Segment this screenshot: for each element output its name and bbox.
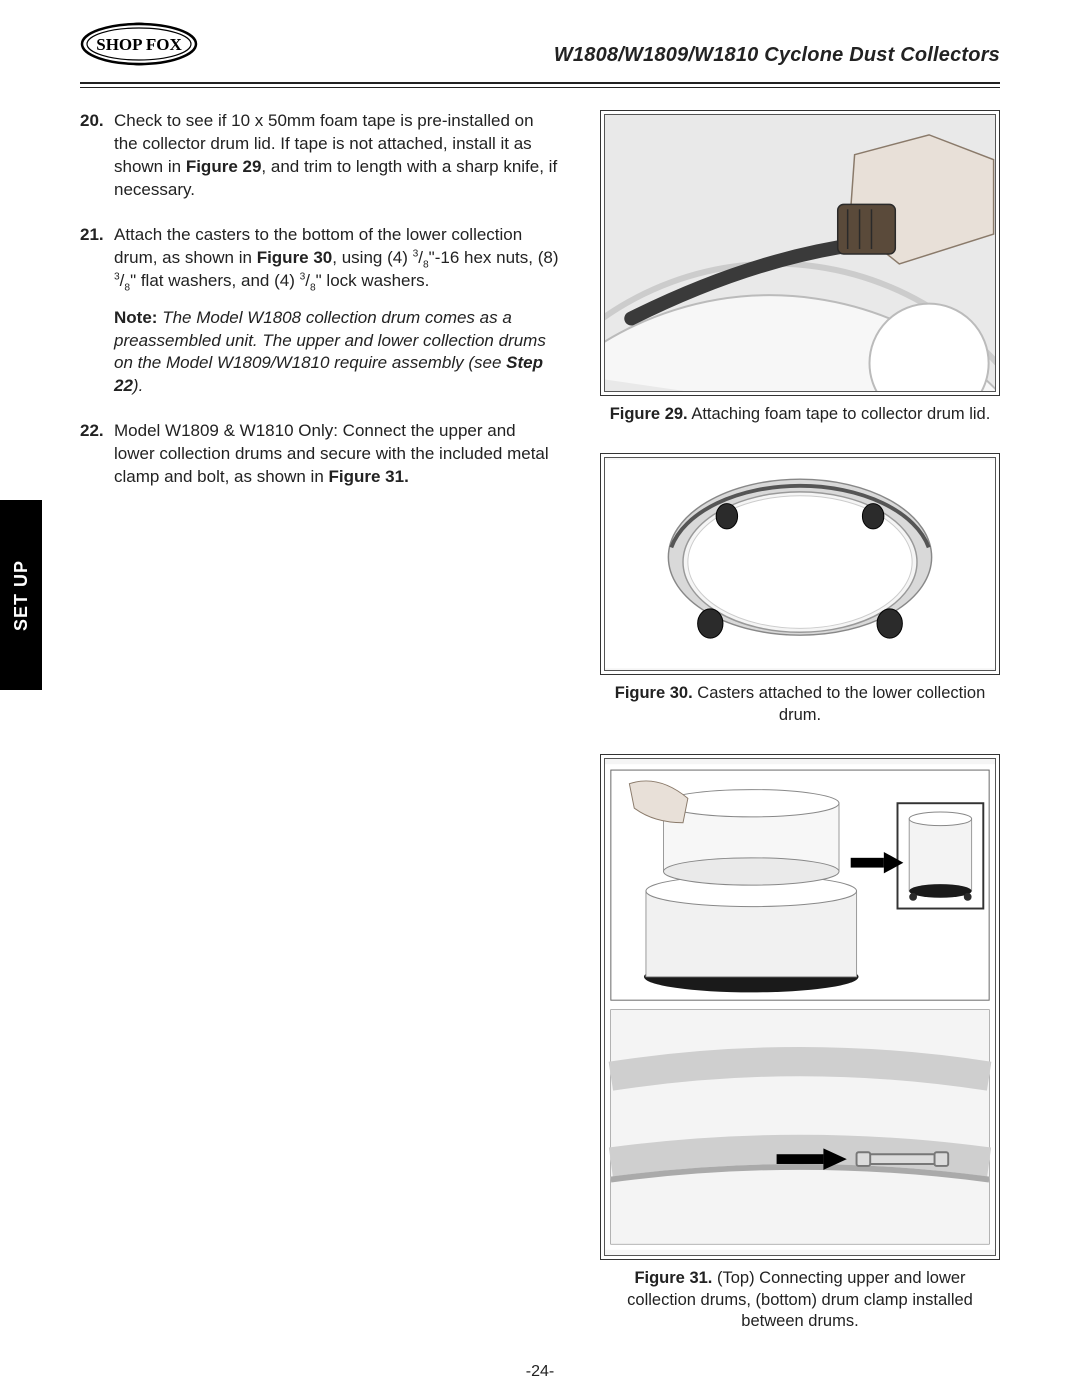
- step-paragraph: Note: The Model W1808 collection drum co…: [114, 307, 560, 399]
- instructions-column: 20.Check to see if 10 x 50mm foam tape i…: [80, 110, 570, 1361]
- figure-caption: Figure 29. Attaching foam tape to collec…: [600, 404, 1000, 425]
- step-paragraph: Model W1809 & W1810 Only: Connect the up…: [114, 420, 560, 489]
- page-number: -24-: [0, 1363, 1080, 1381]
- logo-text: SHOP FOX: [96, 35, 182, 54]
- figure-caption: Figure 30. Casters attached to the lower…: [600, 683, 1000, 726]
- step-number: 22.: [80, 420, 114, 489]
- fig29: Figure 29. Attaching foam tape to collec…: [600, 110, 1000, 425]
- figure-image: [604, 114, 996, 392]
- step-paragraph: Check to see if 10 x 50mm foam tape is p…: [114, 110, 560, 202]
- brand-logo: SHOP FOX: [80, 22, 198, 66]
- fig31: Figure 31. (Top) Connecting upper and lo…: [600, 754, 1000, 1332]
- figure-image: [604, 758, 996, 1256]
- step-body: Attach the casters to the bottom of the …: [114, 224, 560, 399]
- step-paragraph: Attach the casters to the bottom of the …: [114, 224, 560, 293]
- step-number: 21.: [80, 224, 114, 399]
- step-body: Check to see if 10 x 50mm foam tape is p…: [114, 110, 560, 202]
- instruction-step: 22.Model W1809 & W1810 Only: Connect the…: [80, 420, 560, 489]
- figure-image: [604, 457, 996, 671]
- figure-frame: [600, 453, 1000, 675]
- step-number: 20.: [80, 110, 114, 202]
- section-tab-label: SET UP: [11, 559, 32, 630]
- step-body: Model W1809 & W1810 Only: Connect the up…: [114, 420, 560, 489]
- figure-frame: [600, 754, 1000, 1260]
- figures-column: Figure 29. Attaching foam tape to collec…: [600, 110, 1000, 1361]
- page-header: SHOP FOX W1808/W1809/W1810 Cyclone Dust …: [80, 26, 1000, 74]
- figure-frame: [600, 110, 1000, 396]
- fig30: Figure 30. Casters attached to the lower…: [600, 453, 1000, 726]
- document-title: W1808/W1809/W1810 Cyclone Dust Collector…: [554, 44, 1000, 67]
- figure-caption: Figure 31. (Top) Connecting upper and lo…: [600, 1268, 1000, 1332]
- section-tab-setup: SET UP: [0, 500, 42, 690]
- instruction-step: 21.Attach the casters to the bottom of t…: [80, 224, 560, 399]
- header-rule: [80, 82, 1000, 88]
- instruction-step: 20.Check to see if 10 x 50mm foam tape i…: [80, 110, 560, 202]
